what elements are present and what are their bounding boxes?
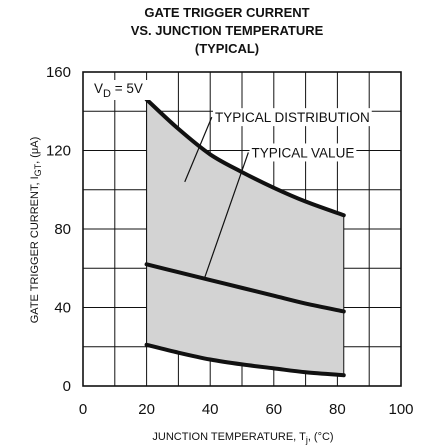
annotation-pointer — [203, 152, 249, 281]
x-tick-label: 20 — [138, 401, 155, 418]
x-tick-label: 0 — [79, 401, 87, 418]
annotation-label: TYPICAL DISTRIBUTION — [215, 110, 370, 125]
condition-label: VD = 5V — [85, 80, 151, 100]
annotation-label: TYPICAL VALUE — [252, 145, 355, 160]
series-line-typical — [144, 262, 346, 314]
x-axis-label: JUNCTION TEMPERATURE, Tj, (°C) — [152, 431, 333, 445]
chart-title-line-3: (TYPICAL) — [195, 41, 259, 56]
x-tick-label: 40 — [202, 401, 219, 418]
chart-title-line-1: GATE TRIGGER CURRENT — [144, 5, 309, 20]
condition-text: VD = 5V — [94, 81, 143, 100]
typical-distribution-band — [146, 98, 345, 376]
annotation-pointer — [184, 116, 213, 183]
y-tick-labels: 0 40 80 120 160 — [46, 64, 71, 395]
y-tick-label: 120 — [46, 143, 71, 160]
annotation-background — [249, 143, 357, 162]
y-axis-label: GATE TRIGGER CURRENT, IGT, (μA) — [29, 137, 43, 324]
annotations: TYPICAL DISTRIBUTION TYPICAL VALUE — [184, 108, 372, 281]
chart-title-line-2: VS. JUNCTION TEMPERATURE — [131, 23, 324, 38]
x-tick-label: 80 — [329, 401, 346, 418]
series-line-lower — [144, 342, 346, 378]
y-tick-label: 160 — [46, 64, 71, 81]
plot-frame — [82, 71, 402, 387]
y-tick-label: 40 — [54, 300, 71, 317]
condition-label-background — [85, 80, 151, 100]
x-tick-label: 100 — [388, 401, 413, 418]
y-tick-label: 80 — [54, 221, 71, 238]
y-tick-label: 0 — [63, 378, 71, 395]
annotation-background — [212, 108, 372, 127]
x-tick-label: 60 — [265, 401, 282, 418]
x-tick-labels: 0 20 40 60 80 100 — [79, 401, 414, 418]
